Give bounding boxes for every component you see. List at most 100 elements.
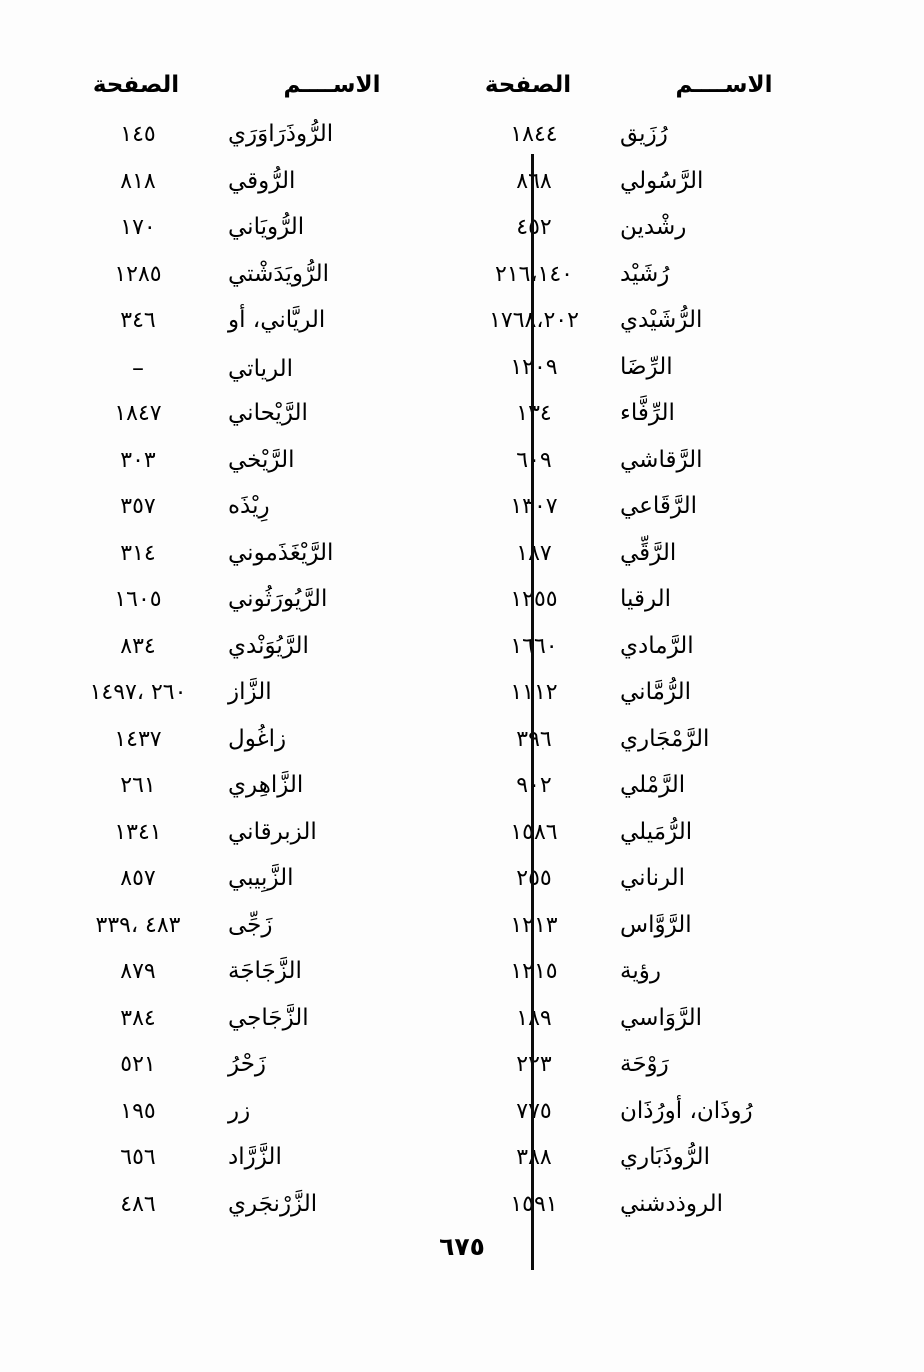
index-entry[interactable]: الرِّضَا١٢٠٩	[468, 354, 860, 402]
column-header-name: الاســــم	[283, 72, 381, 98]
entry-name: الرَّيُوَنْدي	[228, 632, 309, 659]
index-entry[interactable]: الرَّيُورَثُوني ١٦٠٥	[76, 586, 468, 634]
entry-page-number: ٣٨٤	[120, 1005, 156, 1031]
index-column-left: الاســــم الصفحة الرُّوذَرَاوَرَي ١٤٥ الر…	[76, 74, 468, 1238]
index-entry[interactable]: الرَّيُوَنْدي ٨٣٤	[76, 632, 468, 681]
index-entry[interactable]: الرَّمْجَاري٣٩٦	[468, 725, 860, 774]
index-entry[interactable]: الريَّاني، أو ٣٤٦	[76, 307, 468, 355]
index-entry[interactable]: رُوذَان، أورُذَان٧٧٥	[468, 1098, 860, 1146]
index-entry[interactable]: الرياتي –	[76, 354, 468, 402]
index-entry[interactable]: زر ١٩٥	[76, 1097, 468, 1146]
index-column-right: الاســــم الصفحة رُزَيق ١٨٤٤ الرَّسُولي٨٦…	[468, 74, 860, 1238]
entry-page-number: ١٣٠٧	[458, 494, 610, 519]
index-entry[interactable]: الرَّقَاعي١٣٠٧	[468, 493, 860, 541]
entry-name: الرَّسُولي	[620, 167, 704, 194]
index-entry[interactable]: الرَّيْغَذَموني ٣١٤	[76, 540, 468, 588]
index-entry[interactable]: زاغُول ١٤٣٧	[76, 725, 468, 774]
index-entry[interactable]: الرَّمادي١٦٦٠	[468, 632, 860, 681]
index-entry[interactable]: الزَّاز ٢٦٠ ،١٤٩٧	[76, 679, 468, 727]
entry-name: الزَّجَاجي	[228, 1004, 309, 1031]
index-entry[interactable]: رَوْحَة٢٢٣	[468, 1051, 860, 1099]
index-entry[interactable]: الزَّجَاجي ٣٨٤	[76, 1004, 468, 1053]
entry-page-number: ١٩٥	[120, 1098, 156, 1124]
index-entry[interactable]: رُشَيْد ٢١٦،١٤٠	[468, 260, 860, 309]
column-header-name: الاســــم	[675, 72, 773, 98]
entry-page-number: ٢٦١	[120, 773, 156, 798]
index-entry[interactable]: الرُّمَيلي١٥٨٦	[468, 819, 860, 867]
entry-page-number: ٨٦٨	[458, 169, 610, 194]
index-entry[interactable]: الرُّويَدَشْتي ١٢٨٥	[76, 260, 468, 309]
index-entry[interactable]: الرَّوَّاس١٢١٣	[468, 912, 860, 960]
entry-page-number: ١١١٢	[458, 680, 610, 705]
entry-page-number: ٥٢١	[120, 1052, 156, 1077]
index-entry[interactable]: الزَّبِيبي ٨٥٧	[76, 865, 468, 913]
index-entry[interactable]: الزَّرْنجَري ٤٨٦	[76, 1190, 468, 1239]
entry-name: الزَّجَاجَة	[228, 958, 302, 984]
index-entry[interactable]: الرُّشَيْدي١٧٦٨،٢٠٢	[468, 307, 860, 355]
index-entry[interactable]: رُزَيق ١٨٤٤	[468, 121, 860, 169]
entry-name: الرُّويَاني	[228, 214, 305, 240]
entry-page-number: ٢١٦،١٤٠	[495, 261, 573, 287]
entry-page-number: ١٢١٥	[458, 959, 610, 984]
entry-page-number: ٣٩٦	[458, 727, 610, 752]
entry-name: الرُّوذَرَاوَرَي	[228, 121, 334, 147]
index-entry[interactable]: الرُّوقي ٨١٨	[76, 168, 468, 216]
index-entry[interactable]: الرُّوذَرَاوَرَي ١٤٥	[76, 121, 468, 169]
index-entry[interactable]: الرَّسُولي٨٦٨	[468, 167, 860, 216]
index-entry[interactable]: زَحْرُ ٥٢١	[76, 1051, 468, 1099]
column-header-left: الاســــم الصفحة	[76, 74, 468, 122]
entry-page-number: ٣٤٦	[120, 308, 156, 333]
index-entry[interactable]: الرَّوَاسي١٨٩	[468, 1005, 860, 1053]
entry-name: الرَّمادي	[620, 632, 694, 659]
entry-name: زر	[228, 1097, 251, 1124]
entry-page-number: ١٨٤٤	[510, 122, 558, 147]
index-entry[interactable]: رؤية١٢١٥	[468, 958, 860, 1006]
entry-name: زاغُول	[228, 725, 287, 752]
entry-name: الزبرقاني	[228, 818, 317, 845]
index-entry[interactable]: الزَّجَاجَة ٨٧٩	[76, 958, 468, 1006]
index-entry[interactable]: الرَّيْخي ٣٠٣	[76, 447, 468, 495]
entry-name: الرَّقِّي	[620, 539, 677, 566]
entry-page-number: ٨٧٩	[120, 959, 156, 984]
entry-name: الرُّمَّاني	[620, 679, 691, 705]
index-entry[interactable]: الرُّمَّاني١١١٢	[468, 679, 860, 727]
entry-name: الرَّمْجَاري	[620, 725, 710, 752]
entry-name: الرَّمْلي	[620, 772, 686, 798]
index-entry[interactable]: الرَّقِّي١٨٧	[468, 539, 860, 588]
entry-page-number: ٦٠٩	[458, 448, 610, 473]
index-entry[interactable]: الرناني٢٥٥	[468, 865, 860, 913]
entry-name: الرناني	[620, 865, 686, 891]
entry-name: الزَّرَّاد	[228, 1144, 282, 1170]
entry-page-number: ١٦٦٠	[458, 634, 610, 659]
entry-name: الرَّقاشي	[620, 446, 703, 473]
entry-page-number: ٤٨٦	[120, 1191, 156, 1217]
index-entry[interactable]: رِيْذَه ٣٥٧	[76, 493, 468, 541]
entry-name: الزَّرْنجَري	[228, 1190, 318, 1217]
entry-name: الرياتي	[228, 355, 294, 382]
entry-name: الزَّبِيبي	[228, 865, 294, 891]
index-entry[interactable]: الزَّاهِري ٢٦١	[76, 772, 468, 820]
entry-name: رُشَيْد	[620, 260, 670, 287]
entry-name: الريَّاني، أو	[228, 307, 326, 333]
entry-page-number: ١٥٨٦	[458, 820, 610, 845]
index-entry[interactable]: الرقيا١٢٥٥	[468, 586, 860, 634]
index-entry[interactable]: الرُّوذَبَاري٣٨٨	[468, 1144, 860, 1192]
entry-name: الرُّشَيْدي	[620, 307, 703, 333]
entry-name: الرُّويَدَشْتي	[228, 260, 330, 287]
index-entry[interactable]: الرَّيْحاني ١٨٤٧	[76, 400, 468, 448]
entry-page-number: ٢٥٥	[458, 866, 610, 891]
entry-page-number: ١٧٠	[120, 215, 156, 240]
index-entry[interactable]: زَجِّى ٤٨٣ ،٣٣٩	[76, 912, 468, 960]
index-entry[interactable]: الرَّقاشي٦٠٩	[468, 446, 860, 495]
entry-name: رَوْحَة	[620, 1051, 669, 1077]
index-entry[interactable]: الزَّرَّاد ٦٥٦	[76, 1144, 468, 1192]
index-entry[interactable]: رشْدين٤٥٢	[468, 214, 860, 262]
index-entry[interactable]: الرِّفَّاء١٣٤	[468, 400, 860, 448]
index-entry[interactable]: الزبرقاني ١٣٤١	[76, 818, 468, 867]
page-folio-number: ٦٧٥	[439, 1232, 485, 1261]
entry-name: الرَّيُورَثُوني	[228, 586, 328, 612]
entry-page-number: ١٢١٣	[458, 913, 610, 938]
index-entry[interactable]: الرُّويَاني ١٧٠	[76, 214, 468, 262]
index-entry[interactable]: الرَّمْلي٩٠٢	[468, 772, 860, 820]
